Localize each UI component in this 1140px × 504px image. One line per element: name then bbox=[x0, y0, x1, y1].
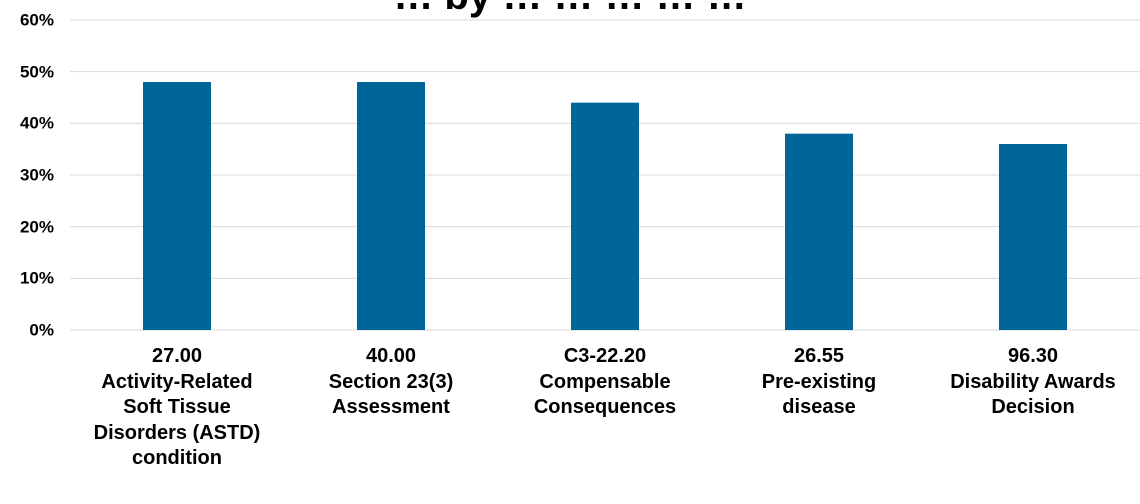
x-tick-label-line: 40.00 bbox=[365, 345, 417, 367]
x-tick-label: 27.00 Activity-Related Soft Tissue Disorder… bbox=[67, 344, 287, 472]
bar bbox=[143, 82, 211, 330]
x-tick-label-line: Section 23(3) bbox=[328, 370, 454, 393]
y-tick-label: 60% bbox=[19, 10, 54, 30]
x-tick-label-line: 96.30 bbox=[1007, 345, 1059, 367]
x-tick-label-line: C3-22.20 bbox=[563, 345, 647, 367]
x-tick-label: 96.30 Disability Awards Decision bbox=[923, 344, 1140, 421]
bar bbox=[357, 82, 425, 330]
x-tick-label-line: Activity-Related bbox=[101, 370, 253, 393]
bar bbox=[785, 133, 853, 330]
x-tick-label-line: Pre-existing bbox=[761, 370, 877, 393]
bar bbox=[571, 102, 639, 331]
x-tick-label-line: Decision bbox=[991, 396, 1075, 418]
x-tick-label: 40.00 Section 23(3) Assessment bbox=[281, 344, 501, 421]
chart-title: … by … … … … … bbox=[0, 0, 1140, 19]
y-tick-label: 50% bbox=[19, 62, 54, 82]
bar bbox=[999, 144, 1067, 330]
x-tick-label-line: disease bbox=[782, 396, 856, 418]
x-tick-label-line: Soft Tissue bbox=[123, 396, 231, 418]
x-tick-label: C3-22.20 Compensable Consequences bbox=[495, 344, 715, 421]
x-tick-label-line: Compensable bbox=[539, 370, 671, 393]
x-tick-label-line: 26.55 bbox=[793, 345, 845, 367]
y-tick-label: 10% bbox=[19, 268, 54, 288]
x-tick-label-line: Disorders (ASTD) bbox=[93, 421, 261, 444]
y-tick-label: 0% bbox=[29, 320, 54, 340]
x-tick-label-line: Disability Awards bbox=[950, 370, 1116, 393]
y-tick-label: 30% bbox=[19, 165, 54, 185]
x-tick-label: 26.55 Pre-existing disease bbox=[709, 344, 929, 421]
x-tick-label-line: condition bbox=[132, 447, 222, 469]
y-tick-label: 40% bbox=[19, 113, 54, 133]
x-tick-label-line: Assessment bbox=[332, 396, 450, 418]
x-tick-label-line: Consequences bbox=[533, 396, 677, 418]
y-tick-label: 20% bbox=[19, 217, 54, 237]
x-tick-label-line: 27.00 bbox=[151, 345, 203, 367]
